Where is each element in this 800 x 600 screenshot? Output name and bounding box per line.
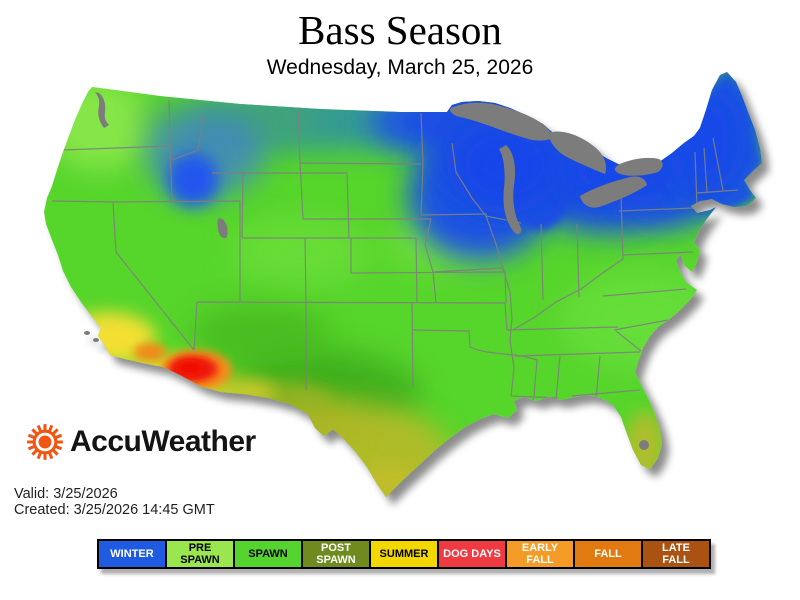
legend-item-dog-days: DOG DAYS — [437, 539, 507, 569]
accuweather-logo-text: AccuWeather — [70, 425, 256, 458]
legend-item-post-spawn: POST SPAWN — [301, 539, 371, 569]
lake-ontario — [614, 157, 663, 176]
channel-island — [84, 331, 90, 335]
legend-item-winter: WINTER — [97, 539, 167, 569]
accuweather-sun-icon — [27, 424, 63, 460]
created-date-line: Created: 3/25/2026 14:45 GMT — [14, 502, 215, 518]
legend-item-late-fall: LATE FALL — [641, 539, 711, 569]
season-legend: WINTER PRE SPAWN SPAWN POST SPAWN SUMMER… — [97, 539, 711, 569]
great-lakes — [84, 92, 663, 450]
legend-item-summer: SUMMER — [369, 539, 439, 569]
lake-erie — [580, 176, 647, 208]
state-borders — [51, 99, 739, 420]
lake-st-clair — [598, 198, 604, 204]
legend-item-spawn: SPAWN — [233, 539, 303, 569]
puget-sound — [95, 92, 109, 128]
validity-info: Valid: 3/25/2026 Created: 3/25/2026 14:4… — [14, 486, 215, 518]
page-subtitle: Wednesday, March 25, 2026 — [266, 56, 534, 79]
legend-item-fall: FALL — [573, 539, 643, 569]
channel-island — [93, 338, 99, 342]
dog-days-zone — [168, 356, 218, 382]
page-title: Bass Season — [298, 7, 502, 53]
lake-superior — [450, 102, 554, 141]
accuweather-logo: AccuWeather — [26, 423, 256, 461]
great-salt-lake — [217, 218, 228, 239]
lake-okeechobee — [639, 440, 649, 450]
valid-date-line: Valid: 3/25/2026 — [14, 486, 118, 502]
legend-item-pre-spawn: PRE SPAWN — [165, 539, 235, 569]
lake-huron — [548, 131, 606, 174]
legend-item-early-fall: EARLY FALL — [505, 539, 575, 569]
lake-michigan — [499, 145, 522, 235]
